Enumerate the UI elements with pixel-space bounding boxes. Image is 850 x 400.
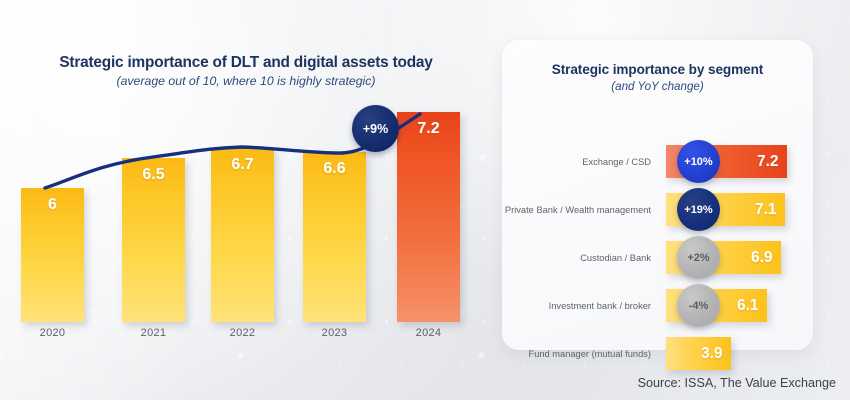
source-note: Source: ISSA, The Value Exchange [637, 376, 836, 390]
segment-value: 6.1 [737, 297, 759, 314]
left-chart-title: Strategic importance of DLT and digital … [59, 54, 433, 71]
segment-label: Fund manager (mutual funds) [528, 348, 651, 359]
segment-bar [666, 337, 731, 370]
right-chart-title: Strategic importance by segment [551, 62, 764, 77]
segment-label: Custodian / Bank [580, 252, 651, 263]
segment-yoy-badge: +2% [677, 236, 720, 279]
segment-label: Exchange / CSD [582, 156, 651, 167]
bar-value-2021: 6.5 [142, 166, 165, 183]
axis-label-2022: 2022 [229, 327, 256, 339]
bar-2020 [21, 188, 84, 322]
trend-line [43, 112, 422, 190]
yoy-badge-2024-label: +9% [362, 121, 389, 136]
axis-label-2024: 2024 [415, 327, 442, 339]
left-chart-subtitle: (average out of 10, where 10 is highly s… [116, 74, 376, 88]
axis-label-2020: 2020 [39, 327, 66, 339]
segment-yoy-badge: -4% [677, 284, 720, 327]
right-segment-card: Strategic importance by segment (and YoY… [502, 40, 813, 370]
bar-value-2024: 7.2 [417, 120, 440, 137]
axis-label-2023: 2023 [321, 327, 348, 339]
segment-value: 7.2 [757, 153, 779, 170]
segment-yoy-badge: +10% [677, 140, 720, 183]
bar-2023 [303, 152, 366, 322]
axis-label-2021: 2021 [140, 327, 167, 339]
yoy-badge-2024: +9% [352, 105, 399, 152]
bar-value-2023: 6.6 [323, 160, 346, 177]
segment-value: 3.9 [701, 345, 723, 362]
bar-2021 [122, 158, 185, 322]
segment-value: 6.9 [751, 249, 773, 266]
bar-value-2022: 6.7 [231, 156, 254, 173]
right-chart-subtitle: (and YoY change) [611, 80, 704, 93]
segment-label: Private Bank / Wealth management [504, 204, 651, 215]
bar-2022 [211, 148, 274, 322]
segment-yoy-badge: +19% [677, 188, 720, 231]
left-bar-group: 6 2020 6.5 2021 6.7 2022 6.6 2023 7.2 2024 [21, 112, 460, 339]
segment-value: 7.1 [755, 201, 777, 218]
bar-value-2020: 6 [48, 196, 57, 213]
segment-label: Investment bank / broker [548, 300, 651, 311]
left-chart-panel: Strategic importance of DLT and digital … [21, 54, 460, 339]
bar-2024 [397, 112, 460, 322]
